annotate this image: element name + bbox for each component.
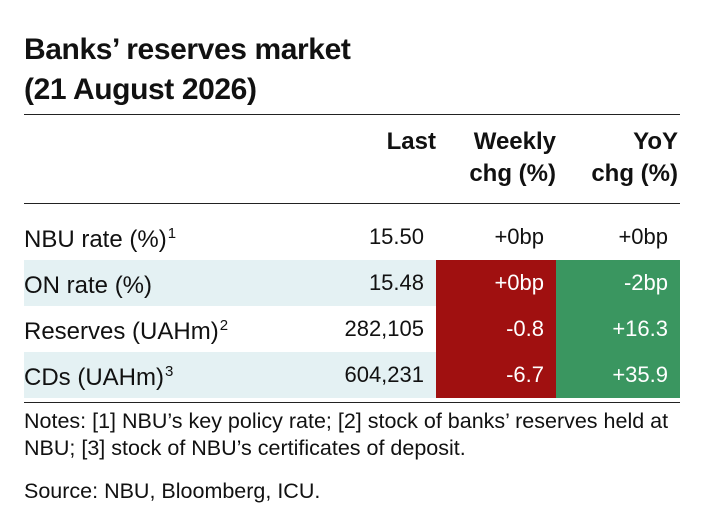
top-rule [24, 114, 680, 115]
table-notes: Notes: [1] NBU’s key policy rate; [2] st… [24, 409, 669, 460]
cell-last: 282,105 [344, 316, 424, 341]
table-row-on-rate: ON rate (%) 15.48 +0bp -2bp [24, 260, 680, 306]
header-yoy-line-2: chg (%) [591, 160, 678, 187]
cell-last: 15.48 [368, 270, 424, 295]
cell-weekly-chg: +0bp [436, 260, 556, 306]
row-label-text: Reserves (UAHm) [24, 318, 219, 345]
footnote-marker: 2 [219, 317, 229, 334]
footnote-marker: 3 [164, 363, 174, 380]
header-weekly: Weekly chg (%) [436, 126, 556, 190]
cell-yoy-chg: -2bp [556, 260, 680, 306]
table-source: Source: NBU, Bloomberg, ICU. [24, 479, 321, 503]
row-label-text: ON rate (%) [24, 272, 153, 299]
header-last-label: Last [386, 128, 436, 155]
cell-last: 15.50 [368, 224, 424, 249]
cell-yoy-chg: +35.9 [556, 352, 680, 398]
cell-weekly-chg: -6.7 [436, 352, 556, 398]
title-line-1: Banks’ reserves market [24, 33, 351, 66]
cell-yoy-chg: +0bp [618, 224, 668, 249]
cell-last: 604,231 [344, 362, 424, 387]
header-yoy: YoY chg (%) [556, 126, 678, 190]
title-line-2: (21 August 2026) [24, 73, 257, 106]
footnote-marker: 1 [167, 225, 177, 242]
row-label: Reserves (UAHm)2 [24, 317, 229, 346]
header-last: Last [336, 126, 436, 158]
cell-weekly-chg: +0bp [494, 224, 544, 249]
table-row-nbu-rate: NBU rate (%)1 15.50 +0bp +0bp [24, 214, 680, 260]
table-row-reserves: Reserves (UAHm)2 282,105 -0.8 +16.3 [24, 306, 680, 352]
row-label: ON rate (%) [24, 272, 152, 300]
row-label-text: CDs (UAHm) [24, 364, 164, 391]
cell-weekly-chg: -0.8 [436, 306, 556, 352]
row-label: NBU rate (%)1 [24, 225, 177, 254]
header-weekly-line-2: chg (%) [469, 160, 556, 187]
header-weekly-line-1: Weekly [473, 128, 556, 155]
bottom-rule [24, 402, 680, 403]
header-rule [24, 203, 680, 204]
header-yoy-line-1: YoY [633, 128, 678, 155]
row-label: CDs (UAHm)3 [24, 363, 174, 392]
cell-yoy-chg: +16.3 [556, 306, 680, 352]
row-label-text: NBU rate (%) [24, 226, 167, 253]
table-title: Banks’ reserves market (21 August 2026) [24, 30, 684, 110]
table-row-cds: CDs (UAHm)3 604,231 -6.7 +35.9 [24, 352, 680, 398]
